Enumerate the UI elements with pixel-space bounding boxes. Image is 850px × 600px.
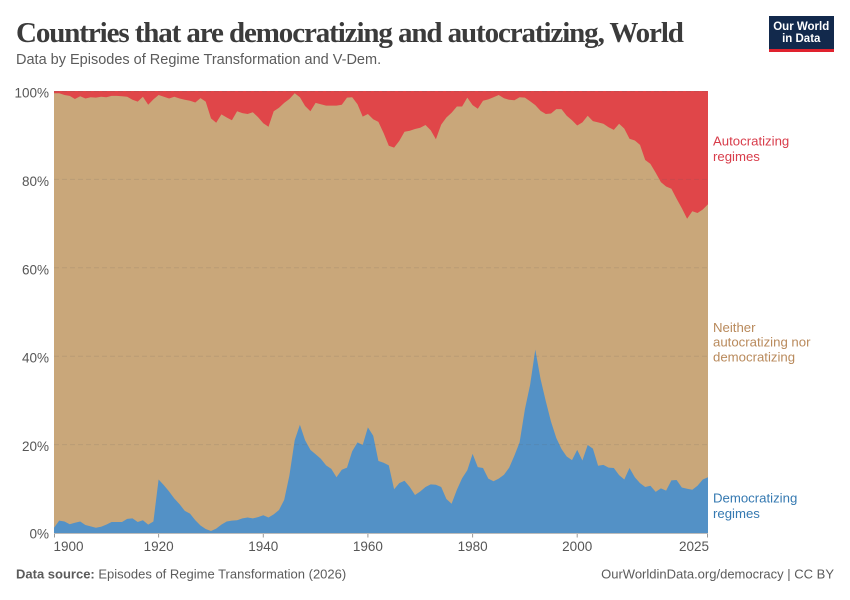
svg-text:2000: 2000 (562, 539, 592, 554)
svg-text:1960: 1960 (353, 539, 383, 554)
svg-text:regimes: regimes (713, 149, 760, 164)
svg-text:1900: 1900 (54, 539, 84, 554)
svg-text:20%: 20% (22, 439, 49, 454)
svg-text:60%: 60% (22, 262, 49, 277)
svg-text:Neither: Neither (713, 320, 756, 335)
svg-text:democratizing: democratizing (713, 349, 795, 364)
svg-text:Data source: Episodes of Regim: Data source: Episodes of Regime Transfor… (16, 567, 346, 582)
svg-text:1980: 1980 (458, 539, 488, 554)
svg-text:OurWorldinData.org/democracy |: OurWorldinData.org/democracy | CC BY (601, 567, 834, 582)
svg-text:40%: 40% (22, 351, 49, 366)
svg-text:100%: 100% (14, 86, 49, 101)
svg-text:1920: 1920 (144, 539, 174, 554)
svg-text:2025: 2025 (679, 539, 709, 554)
svg-text:1940: 1940 (248, 539, 278, 554)
svg-text:Democratizing: Democratizing (713, 491, 797, 506)
svg-text:Autocratizing: Autocratizing (713, 134, 789, 149)
svg-text:autocratizing nor: autocratizing nor (713, 335, 811, 350)
svg-text:regimes: regimes (713, 506, 760, 521)
svg-text:80%: 80% (22, 174, 49, 189)
svg-text:0%: 0% (29, 527, 49, 542)
